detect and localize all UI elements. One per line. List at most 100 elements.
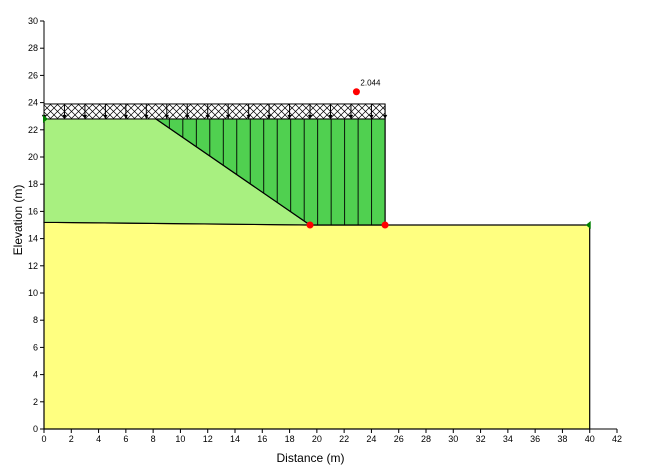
x-axis-title: Distance (m) [276, 451, 344, 465]
load-arrow-head [266, 114, 272, 119]
y-tick-label: 4 [33, 370, 38, 380]
hatch-line [43, 104, 59, 120]
piezometric-marker [43, 114, 48, 123]
x-tick-label: 30 [448, 434, 458, 444]
hatch-line [43, 103, 52, 112]
load-arrow-head [382, 114, 388, 119]
hatch-line [350, 103, 367, 120]
hatch-line [168, 103, 185, 120]
slip-surface-point [381, 221, 389, 229]
x-tick-label: 38 [557, 434, 567, 444]
hatch-line [161, 103, 178, 120]
slip-surface-point [306, 221, 314, 229]
hatch-line [43, 103, 59, 119]
x-tick-label: 22 [339, 434, 349, 444]
hatch-line [196, 103, 213, 120]
load-arrow-head [103, 114, 108, 119]
y-tick-label: 28 [28, 43, 38, 53]
x-tick-label: 14 [230, 434, 240, 444]
x-tick-label: 36 [530, 434, 540, 444]
soil-regions [43, 118, 591, 430]
y-axis-title: Elevation (m) [11, 185, 25, 256]
load-arrow-head [246, 114, 251, 119]
load-arrow-head [62, 114, 67, 119]
hatch-line [259, 103, 276, 120]
hatch-line [252, 103, 269, 120]
x-tick-label: 32 [476, 434, 486, 444]
y-tick-label: 6 [33, 342, 38, 352]
hatch-line [49, 103, 66, 120]
y-tick-label: 26 [28, 70, 38, 80]
y-tick-label: 2 [33, 397, 38, 407]
hatch-line [231, 103, 248, 120]
x-tick-label: 10 [175, 434, 185, 444]
hatch-line [378, 103, 386, 111]
surcharge-load [41, 103, 388, 120]
hatch-line [189, 103, 206, 120]
x-tick-label: 40 [585, 434, 595, 444]
x-tick-label: 4 [96, 434, 101, 444]
load-arrow-head [369, 114, 374, 119]
y-tick-label: 20 [28, 152, 38, 162]
hatch-line [147, 103, 164, 120]
load-arrow-head [287, 114, 292, 119]
hatch-line [98, 103, 115, 120]
y-tick-label: 30 [28, 16, 38, 26]
load-arrow-head [185, 114, 190, 119]
hatch-line [77, 103, 94, 120]
hatch-line [119, 103, 136, 120]
load-arrow-head [164, 114, 169, 119]
y-tick-label: 18 [28, 179, 38, 189]
hatch-line [287, 103, 304, 120]
y-tick-label: 8 [33, 315, 38, 325]
load-arrow-head [205, 114, 210, 119]
region-foundation [43, 221, 591, 430]
hatch-line [203, 103, 220, 120]
hatch-line [238, 103, 255, 120]
y-tick-label: 16 [28, 206, 38, 216]
y-tick-label: 14 [28, 234, 38, 244]
piezometric-marker [585, 221, 591, 229]
hatch-line [43, 111, 52, 120]
x-tick-label: 8 [151, 434, 156, 444]
markers [43, 88, 591, 229]
y-tick-label: 10 [28, 288, 38, 298]
hatch-line [378, 112, 386, 120]
load-arrow-head [123, 114, 129, 119]
hatch-line [70, 103, 87, 120]
hatch-line [210, 103, 227, 120]
hatch-line [126, 103, 143, 120]
x-tick-label: 28 [421, 434, 431, 444]
hatch-line [294, 103, 311, 120]
x-tick-label: 34 [503, 434, 513, 444]
y-tick-label: 22 [28, 125, 38, 135]
hatch-line [308, 103, 325, 120]
hatch-line [329, 103, 346, 120]
load-arrow-head [225, 114, 231, 119]
hatch-line [105, 103, 122, 120]
y-tick-label: 12 [28, 261, 38, 271]
x-tick-label: 42 [612, 434, 622, 444]
load-arrow-head [82, 114, 88, 119]
x-tick-label: 20 [312, 434, 322, 444]
hatch-line [140, 103, 157, 120]
x-tick-label: 18 [285, 434, 295, 444]
factor-of-safety-label: 2.044 [360, 79, 381, 88]
load-arrow-head [307, 114, 313, 119]
hatch-line [280, 103, 297, 120]
hatch-line [224, 103, 241, 120]
load-arrow-head [348, 114, 354, 119]
hatch-line [182, 103, 199, 120]
x-tick-label: 24 [366, 434, 376, 444]
hatch-line [343, 103, 360, 120]
x-tick-label: 2 [69, 434, 74, 444]
y-tick-label: 24 [28, 98, 38, 108]
hatch-line [273, 103, 290, 120]
x-tick-label: 6 [123, 434, 128, 444]
slice-lines [168, 118, 386, 225]
hatch-line [217, 103, 234, 120]
hatch-line [63, 103, 80, 120]
hatch-line [84, 103, 101, 120]
x-tick-label: 26 [394, 434, 404, 444]
